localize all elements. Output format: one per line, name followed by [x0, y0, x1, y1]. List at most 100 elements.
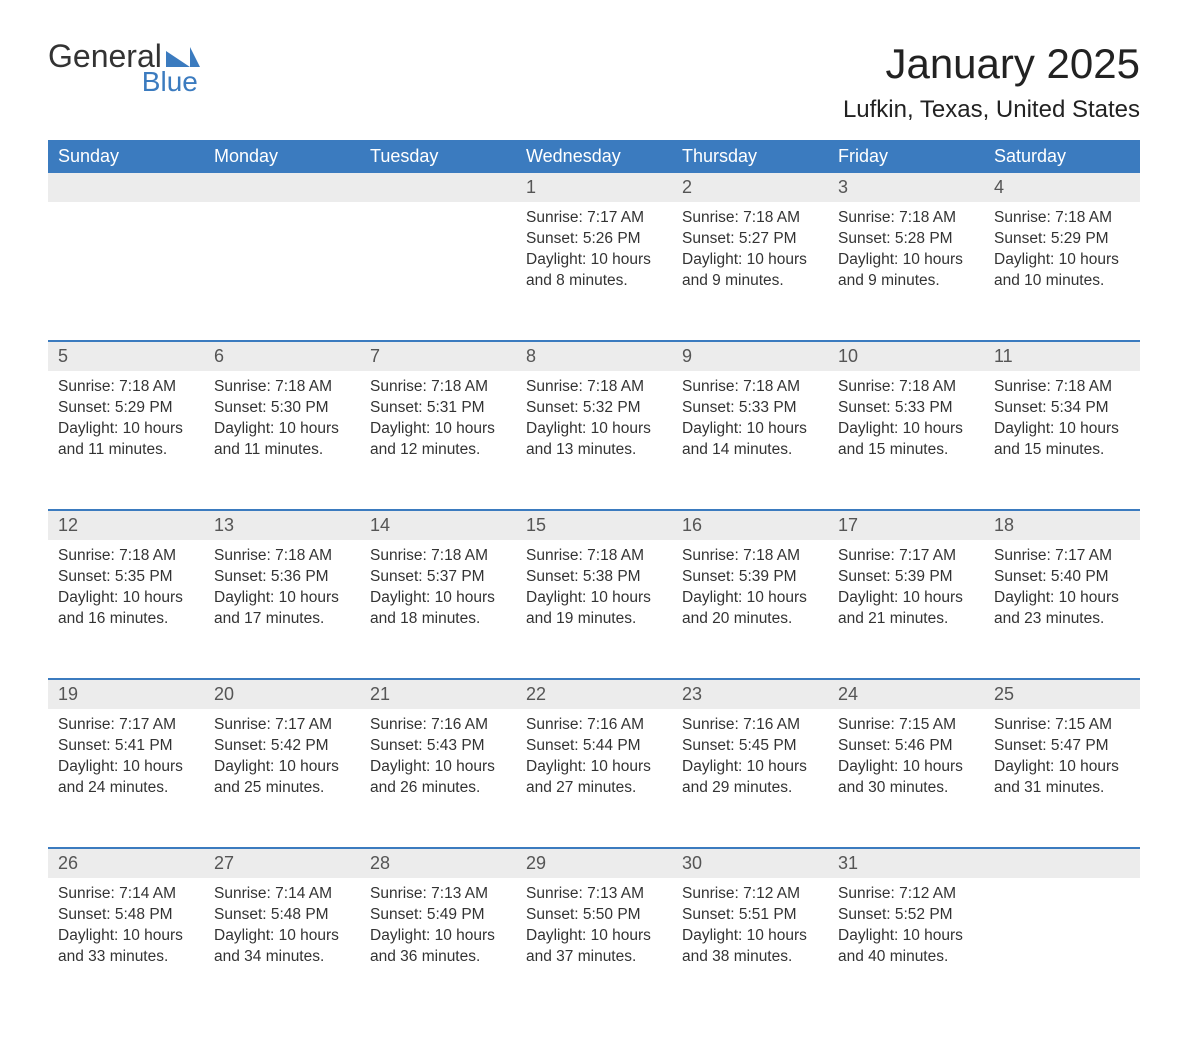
- sunset-line: Sunset: 5:39 PM: [838, 567, 974, 588]
- day-number: 11: [984, 342, 1140, 371]
- day-number: 6: [204, 342, 360, 371]
- calendar-cell: Sunrise: 7:18 AMSunset: 5:32 PMDaylight:…: [516, 371, 672, 491]
- calendar-cell: Sunrise: 7:18 AMSunset: 5:35 PMDaylight:…: [48, 540, 204, 660]
- calendar-cell: Sunrise: 7:15 AMSunset: 5:47 PMDaylight:…: [984, 709, 1140, 829]
- day-number: 18: [984, 511, 1140, 540]
- sunrise-line: Sunrise: 7:15 AM: [994, 715, 1130, 736]
- calendar-cell: Sunrise: 7:17 AMSunset: 5:41 PMDaylight:…: [48, 709, 204, 829]
- daylight-line: Daylight: 10 hours and 25 minutes.: [214, 757, 350, 799]
- calendar-cell: Sunrise: 7:18 AMSunset: 5:33 PMDaylight:…: [672, 371, 828, 491]
- sunrise-line: Sunrise: 7:15 AM: [838, 715, 974, 736]
- calendar-cell: Sunrise: 7:18 AMSunset: 5:38 PMDaylight:…: [516, 540, 672, 660]
- sunset-line: Sunset: 5:44 PM: [526, 736, 662, 757]
- daylight-line: Daylight: 10 hours and 11 minutes.: [58, 419, 194, 461]
- sunrise-line: Sunrise: 7:17 AM: [838, 546, 974, 567]
- logo: General Blue: [48, 40, 200, 96]
- daylight-line: Daylight: 10 hours and 21 minutes.: [838, 588, 974, 630]
- day-number: 7: [360, 342, 516, 371]
- calendar: Sunday Monday Tuesday Wednesday Thursday…: [48, 140, 1140, 998]
- calendar-cell: Sunrise: 7:16 AMSunset: 5:43 PMDaylight:…: [360, 709, 516, 829]
- daylight-line: Daylight: 10 hours and 30 minutes.: [838, 757, 974, 799]
- sunrise-line: Sunrise: 7:17 AM: [526, 208, 662, 229]
- sunrise-line: Sunrise: 7:18 AM: [682, 208, 818, 229]
- day-number: 1: [516, 173, 672, 202]
- daylight-line: Daylight: 10 hours and 37 minutes.: [526, 926, 662, 968]
- sunset-line: Sunset: 5:30 PM: [214, 398, 350, 419]
- day-number-row: 567891011: [48, 342, 1140, 371]
- sunset-line: Sunset: 5:52 PM: [838, 905, 974, 926]
- calendar-cell: Sunrise: 7:18 AMSunset: 5:29 PMDaylight:…: [984, 202, 1140, 322]
- sunrise-line: Sunrise: 7:12 AM: [682, 884, 818, 905]
- daylight-line: Daylight: 10 hours and 19 minutes.: [526, 588, 662, 630]
- sunrise-line: Sunrise: 7:13 AM: [526, 884, 662, 905]
- calendar-cell: Sunrise: 7:18 AMSunset: 5:36 PMDaylight:…: [204, 540, 360, 660]
- daylight-line: Daylight: 10 hours and 23 minutes.: [994, 588, 1130, 630]
- day-number: 8: [516, 342, 672, 371]
- sunrise-line: Sunrise: 7:18 AM: [682, 546, 818, 567]
- daylight-line: Daylight: 10 hours and 9 minutes.: [682, 250, 818, 292]
- sunrise-line: Sunrise: 7:16 AM: [526, 715, 662, 736]
- day-number: 30: [672, 849, 828, 878]
- day-number-row: 1234: [48, 173, 1140, 202]
- calendar-cell: Sunrise: 7:14 AMSunset: 5:48 PMDaylight:…: [204, 878, 360, 998]
- sunset-line: Sunset: 5:42 PM: [214, 736, 350, 757]
- day-number: 16: [672, 511, 828, 540]
- sunrise-line: Sunrise: 7:14 AM: [58, 884, 194, 905]
- sunrise-line: Sunrise: 7:18 AM: [58, 546, 194, 567]
- sunset-line: Sunset: 5:34 PM: [994, 398, 1130, 419]
- calendar-cell: Sunrise: 7:12 AMSunset: 5:52 PMDaylight:…: [828, 878, 984, 998]
- weekday-header: Wednesday: [516, 140, 672, 173]
- calendar-cell: Sunrise: 7:18 AMSunset: 5:29 PMDaylight:…: [48, 371, 204, 491]
- sunset-line: Sunset: 5:29 PM: [994, 229, 1130, 250]
- sunset-line: Sunset: 5:46 PM: [838, 736, 974, 757]
- sunset-line: Sunset: 5:43 PM: [370, 736, 506, 757]
- weekday-header: Sunday: [48, 140, 204, 173]
- calendar-cell: Sunrise: 7:18 AMSunset: 5:28 PMDaylight:…: [828, 202, 984, 322]
- calendar-cell: Sunrise: 7:17 AMSunset: 5:42 PMDaylight:…: [204, 709, 360, 829]
- daylight-line: Daylight: 10 hours and 8 minutes.: [526, 250, 662, 292]
- daylight-line: Daylight: 10 hours and 33 minutes.: [58, 926, 194, 968]
- calendar-cell: Sunrise: 7:18 AMSunset: 5:30 PMDaylight:…: [204, 371, 360, 491]
- sunrise-line: Sunrise: 7:14 AM: [214, 884, 350, 905]
- weekday-header: Tuesday: [360, 140, 516, 173]
- daylight-line: Daylight: 10 hours and 13 minutes.: [526, 419, 662, 461]
- sunrise-line: Sunrise: 7:17 AM: [994, 546, 1130, 567]
- calendar-cell: Sunrise: 7:18 AMSunset: 5:39 PMDaylight:…: [672, 540, 828, 660]
- calendar-cell: Sunrise: 7:13 AMSunset: 5:49 PMDaylight:…: [360, 878, 516, 998]
- daylight-line: Daylight: 10 hours and 12 minutes.: [370, 419, 506, 461]
- calendar-cell: Sunrise: 7:12 AMSunset: 5:51 PMDaylight:…: [672, 878, 828, 998]
- daylight-line: Daylight: 10 hours and 18 minutes.: [370, 588, 506, 630]
- sunrise-line: Sunrise: 7:16 AM: [370, 715, 506, 736]
- calendar-cell: Sunrise: 7:17 AMSunset: 5:40 PMDaylight:…: [984, 540, 1140, 660]
- sunrise-line: Sunrise: 7:18 AM: [838, 377, 974, 398]
- calendar-cell: Sunrise: 7:18 AMSunset: 5:33 PMDaylight:…: [828, 371, 984, 491]
- day-number: 4: [984, 173, 1140, 202]
- sunrise-line: Sunrise: 7:18 AM: [994, 377, 1130, 398]
- sunrise-line: Sunrise: 7:17 AM: [214, 715, 350, 736]
- day-number: 19: [48, 680, 204, 709]
- calendar-cell: [48, 202, 204, 322]
- day-number: 22: [516, 680, 672, 709]
- sunset-line: Sunset: 5:33 PM: [682, 398, 818, 419]
- sunrise-line: Sunrise: 7:18 AM: [370, 377, 506, 398]
- sunrise-line: Sunrise: 7:18 AM: [994, 208, 1130, 229]
- day-number: 13: [204, 511, 360, 540]
- daylight-line: Daylight: 10 hours and 38 minutes.: [682, 926, 818, 968]
- sunrise-line: Sunrise: 7:12 AM: [838, 884, 974, 905]
- sunset-line: Sunset: 5:32 PM: [526, 398, 662, 419]
- sunset-line: Sunset: 5:47 PM: [994, 736, 1130, 757]
- sunset-line: Sunset: 5:41 PM: [58, 736, 194, 757]
- calendar-cell: Sunrise: 7:18 AMSunset: 5:31 PMDaylight:…: [360, 371, 516, 491]
- daylight-line: Daylight: 10 hours and 9 minutes.: [838, 250, 974, 292]
- sunrise-line: Sunrise: 7:18 AM: [214, 377, 350, 398]
- daylight-line: Daylight: 10 hours and 29 minutes.: [682, 757, 818, 799]
- day-number: 5: [48, 342, 204, 371]
- daylight-line: Daylight: 10 hours and 15 minutes.: [838, 419, 974, 461]
- day-number: 15: [516, 511, 672, 540]
- sunrise-line: Sunrise: 7:18 AM: [58, 377, 194, 398]
- daylight-line: Daylight: 10 hours and 20 minutes.: [682, 588, 818, 630]
- sunrise-line: Sunrise: 7:18 AM: [214, 546, 350, 567]
- sunset-line: Sunset: 5:29 PM: [58, 398, 194, 419]
- sunrise-line: Sunrise: 7:18 AM: [526, 546, 662, 567]
- day-number: 20: [204, 680, 360, 709]
